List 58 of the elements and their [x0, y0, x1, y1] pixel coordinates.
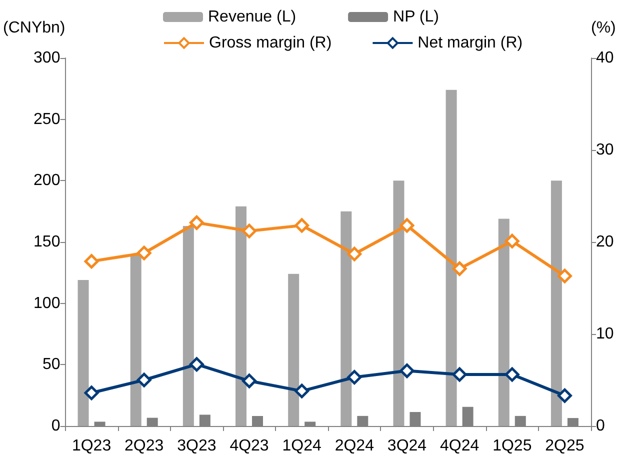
y-tick-label: 300	[34, 50, 60, 66]
legend-label: Revenue (L)	[208, 8, 296, 26]
x-tick-label: 2Q24	[334, 438, 374, 454]
point	[84, 254, 99, 269]
y2-tick-label: 40	[596, 50, 614, 66]
x-tick-label: 2Q23	[124, 438, 164, 454]
point	[400, 364, 414, 378]
x-tick-label: 1Q25	[492, 438, 532, 454]
y2-tick-label: 0	[596, 418, 605, 434]
point	[400, 218, 414, 233]
x-tick-label: 2Q25	[545, 438, 584, 454]
bar	[550, 180, 562, 426]
point	[504, 367, 520, 382]
y-tick-label: 100	[34, 294, 60, 312]
legend-label: Net margin (R)	[418, 34, 523, 52]
point	[452, 367, 467, 382]
y-axis-title: (CNYbn)	[3, 20, 66, 36]
bar	[498, 218, 510, 426]
point	[557, 268, 572, 284]
x-tick-label: 4Q24	[440, 438, 480, 454]
bar	[78, 280, 89, 426]
y2-tick-label: 20	[596, 234, 614, 250]
y2-tick-label: 30	[596, 142, 614, 158]
x-tick-label: 4Q23	[230, 438, 269, 454]
x-tick-label: 3Q23	[177, 438, 216, 454]
bar	[236, 206, 246, 426]
bar	[182, 226, 194, 426]
bar	[340, 211, 352, 426]
y2-tick-label: 10	[596, 326, 614, 342]
bar	[446, 90, 457, 426]
point	[294, 218, 310, 233]
x-tick-label: 3Q24	[387, 438, 427, 454]
point	[347, 370, 362, 384]
bar	[288, 274, 300, 426]
y-tick-label: 0	[51, 418, 60, 434]
y-tick-label: 200	[34, 172, 60, 190]
y-tick-label: 150	[34, 234, 60, 250]
point	[504, 234, 520, 248]
point	[242, 374, 256, 388]
point	[189, 357, 204, 372]
legend-label: NP (L)	[393, 8, 439, 26]
x-tick-label: 1Q24	[282, 438, 322, 454]
point	[84, 386, 99, 400]
point	[294, 384, 310, 398]
point	[242, 224, 256, 238]
y-tick-label: 50	[42, 356, 60, 374]
legend-label: Gross margin (R)	[209, 34, 332, 52]
y2-axis-title: (%)	[591, 20, 616, 36]
point	[347, 246, 362, 262]
y-tick-label: 250	[34, 110, 60, 128]
point	[136, 246, 152, 260]
point	[136, 372, 152, 388]
point	[189, 215, 204, 230]
x-tick-label: 1Q23	[72, 438, 112, 454]
bar	[393, 180, 404, 426]
bar	[130, 254, 142, 426]
point	[452, 261, 467, 276]
point	[557, 388, 572, 403]
